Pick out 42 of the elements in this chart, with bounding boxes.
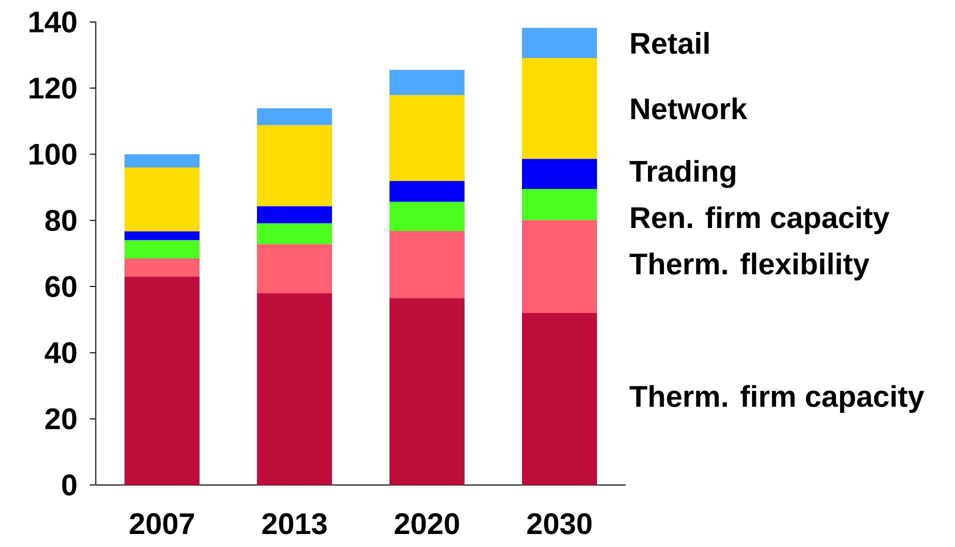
- bar: [522, 188, 598, 220]
- x-tick-label: 2030: [527, 513, 592, 534]
- y-tick-label: 20: [45, 408, 76, 430]
- series-label: Network: [631, 97, 748, 120]
- bar: [390, 70, 465, 96]
- y-tick-label: 0: [62, 474, 76, 496]
- series-label: Therm. flexibility: [630, 252, 870, 280]
- bar: [124, 276, 200, 485]
- series-label: Trading: [630, 160, 736, 188]
- bar: [257, 108, 332, 126]
- bar: [257, 125, 332, 206]
- series-label: Retail: [631, 32, 709, 54]
- bar: [257, 223, 332, 244]
- y-tick-label: 100: [30, 144, 76, 165]
- bar: [390, 230, 465, 298]
- bar: [124, 231, 200, 240]
- x-tick-label: 2007: [130, 513, 194, 534]
- y-tick-label: 120: [30, 78, 76, 99]
- y-tick-label: 80: [45, 210, 76, 231]
- series-label: Therm. firm capacity: [630, 385, 924, 413]
- x-tick-label: 2020: [394, 513, 460, 534]
- bar: [124, 154, 200, 168]
- bar: [522, 28, 598, 58]
- bar: [124, 240, 200, 258]
- bar: [257, 244, 332, 294]
- bar: [522, 158, 598, 189]
- bar: [124, 258, 200, 277]
- bar: [390, 181, 465, 202]
- bar: [522, 313, 598, 485]
- bar: [390, 95, 465, 182]
- series-label: Ren. firm capacity: [631, 206, 890, 234]
- y-tick-label: 40: [44, 342, 76, 364]
- bar: [257, 293, 332, 485]
- bar: [390, 298, 465, 485]
- bar: [257, 206, 332, 224]
- bar: [522, 220, 598, 314]
- bar: [390, 202, 465, 231]
- x-tick-label: 2013: [262, 513, 327, 534]
- bar: [124, 168, 200, 232]
- y-tick-label: 60: [45, 276, 76, 298]
- bar: [522, 58, 598, 159]
- y-tick-label: 140: [30, 11, 76, 33]
